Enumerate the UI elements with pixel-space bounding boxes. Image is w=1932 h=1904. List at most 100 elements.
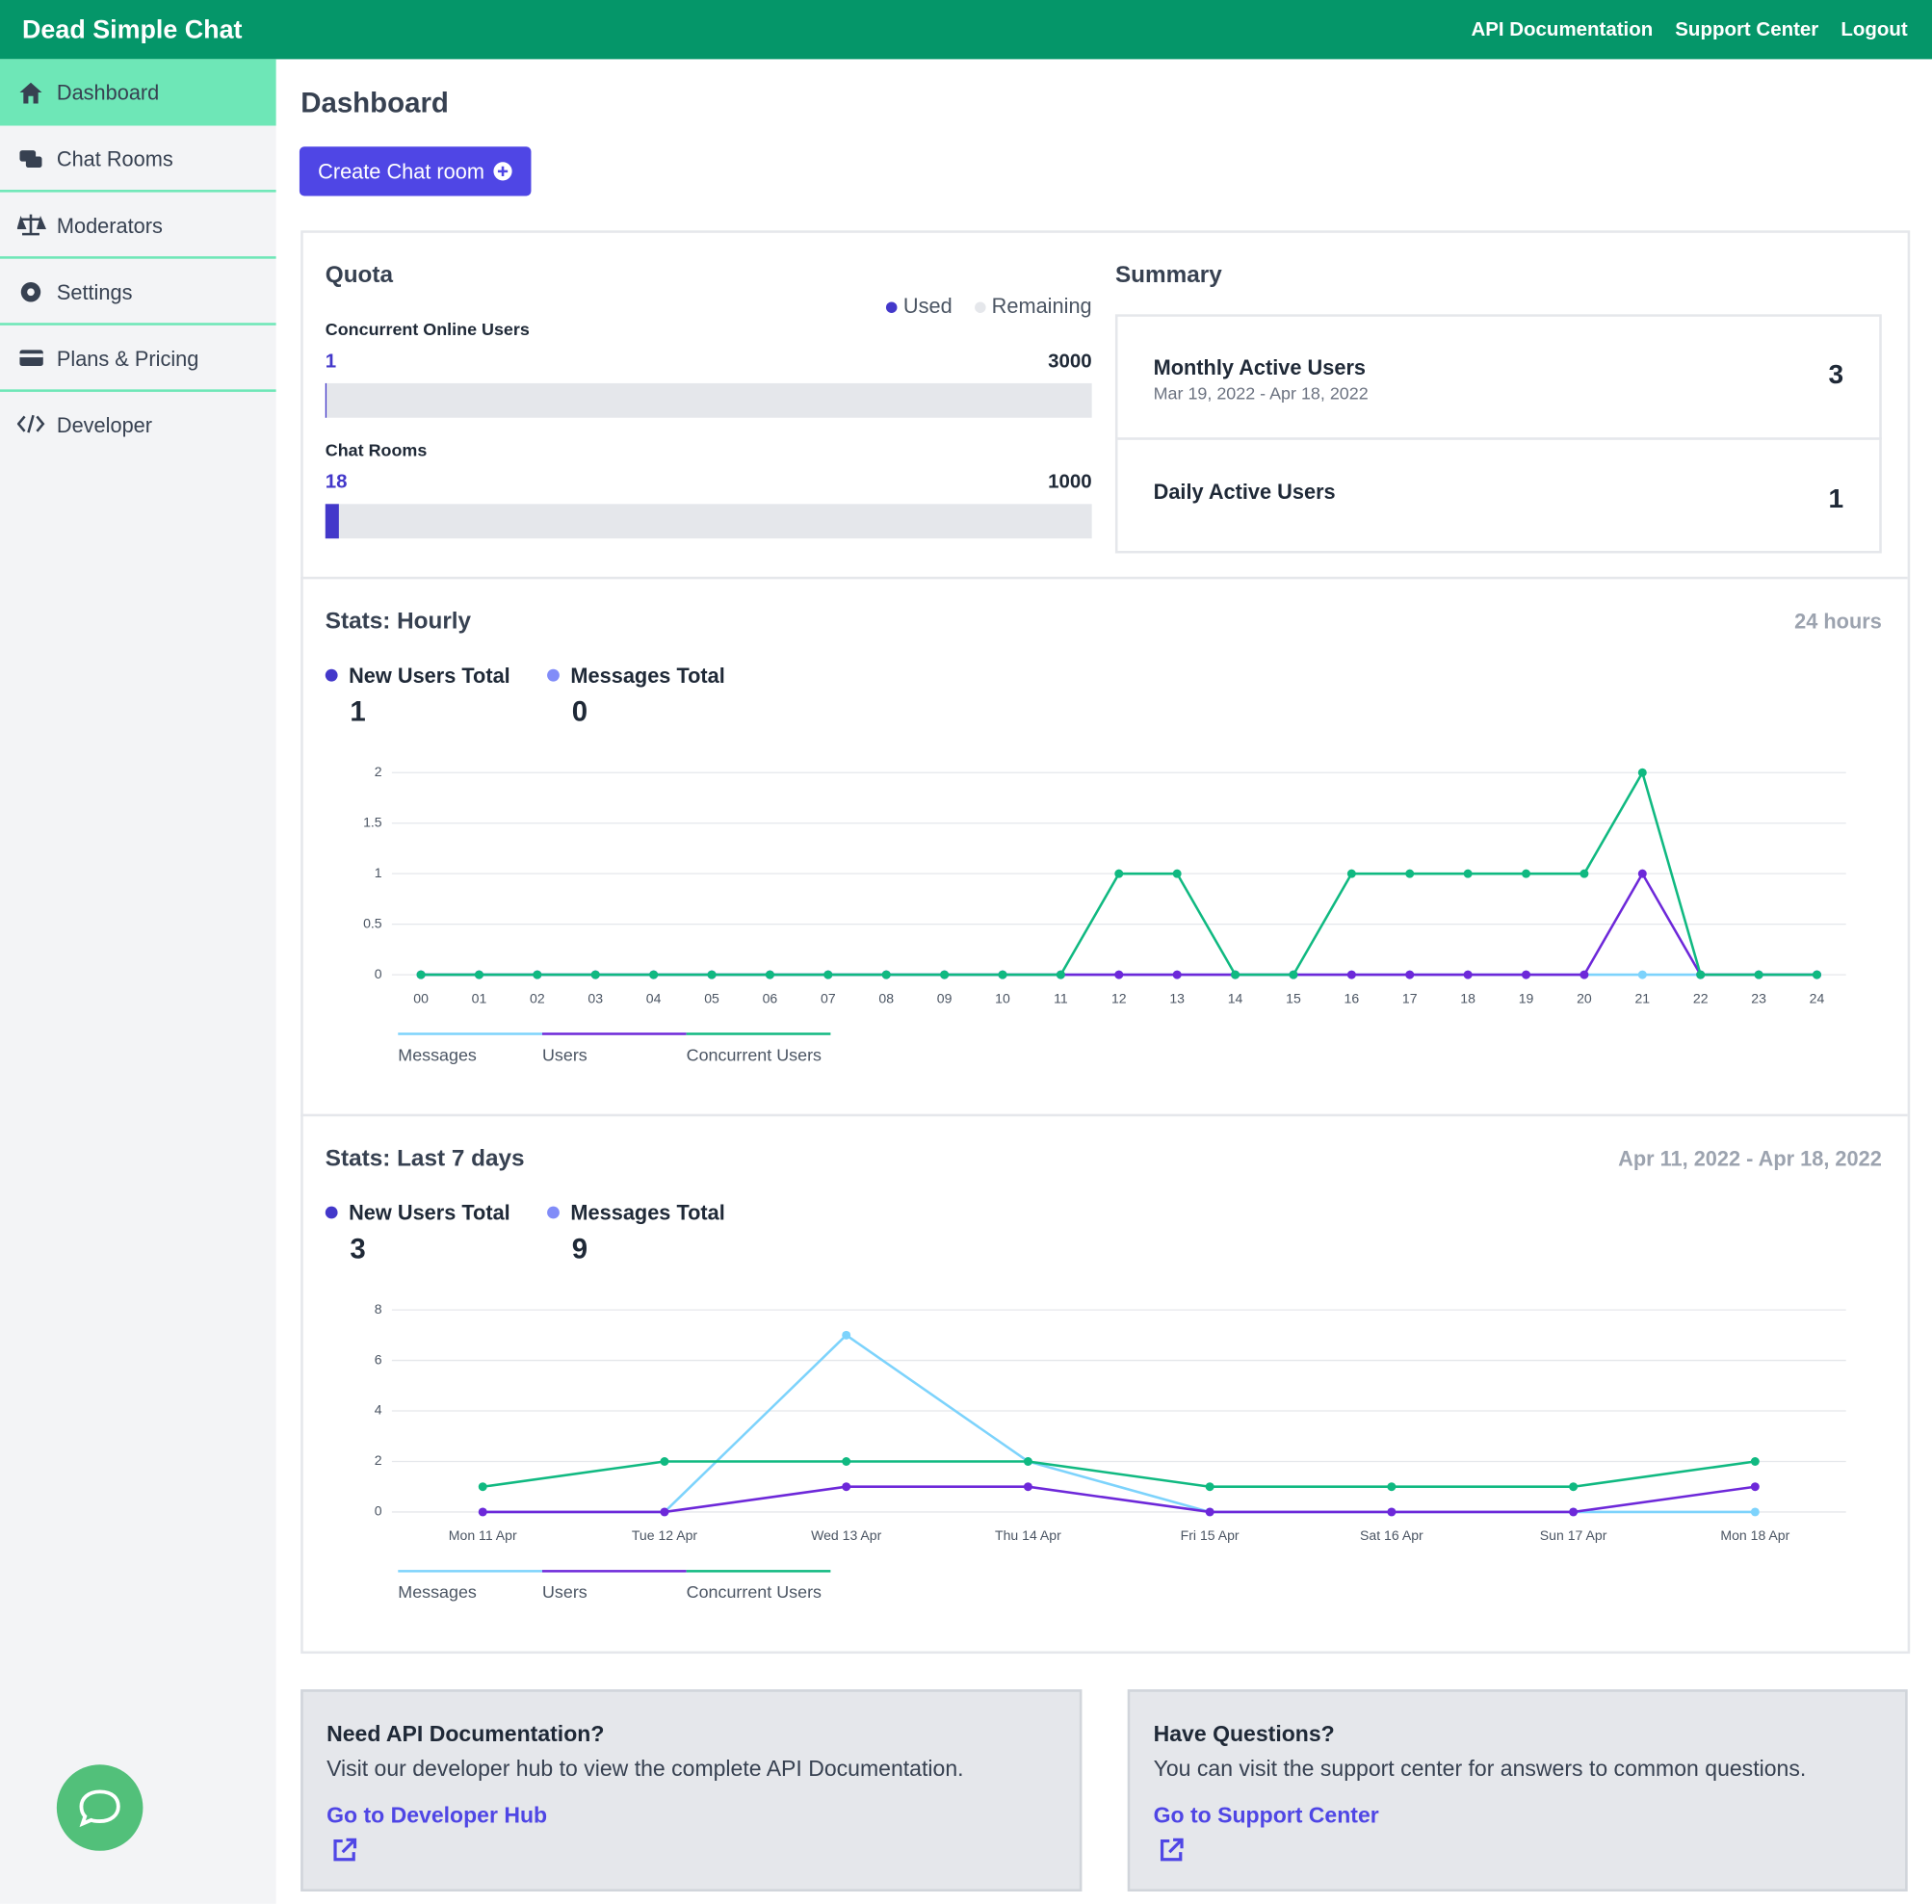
sidebar: Dashboard Chat Rooms Moderators Settings…	[0, 59, 276, 1904]
point	[478, 1482, 487, 1492]
point	[881, 970, 891, 979]
divider	[0, 190, 276, 193]
external-icon	[333, 1838, 357, 1862]
nav-item[interactable]: Moderators	[56, 214, 163, 238]
total-label: Messages Total	[570, 1201, 725, 1225]
nav-link[interactable]: Logout	[1841, 19, 1908, 41]
x-tick-label: 05	[704, 990, 719, 1005]
quota-used: 18	[325, 472, 348, 493]
point	[660, 1507, 669, 1517]
point	[1205, 1507, 1214, 1517]
card-text: Visit our developer hub to view the comp…	[326, 1756, 964, 1781]
x-tick-label: 14	[1228, 990, 1243, 1005]
sidebar-icons	[16, 82, 47, 433]
legend-label: Remaining	[991, 294, 1092, 319]
point	[1637, 869, 1647, 878]
x-tick-label: Fri 15 Apr	[1181, 1527, 1240, 1543]
legend-dot	[325, 1206, 338, 1219]
nav-item[interactable]: Settings	[56, 280, 133, 305]
x-tick-label: 11	[1054, 990, 1068, 1005]
stats-period: Apr 11, 2022 - Apr 18, 2022	[1618, 1147, 1882, 1171]
point	[474, 970, 483, 979]
legend-dot	[325, 668, 338, 682]
create-button[interactable]: Create Chat room	[299, 146, 532, 196]
nav-link[interactable]: API Documentation	[1471, 19, 1654, 41]
point	[1813, 970, 1821, 979]
point	[1522, 869, 1531, 878]
quota-title: Quota	[325, 262, 394, 289]
card-title: Need API Documentation?	[326, 1721, 605, 1747]
point	[1056, 970, 1065, 979]
quota-used: 1	[325, 351, 337, 373]
card-link[interactable]: Go to Support Center	[1153, 1802, 1379, 1828]
card-title: Have Questions?	[1153, 1721, 1335, 1747]
summary-box	[1114, 314, 1882, 554]
x-tick-label: 22	[1693, 990, 1709, 1005]
summary-label: Daily Active Users	[1153, 481, 1336, 505]
quota-bar	[325, 504, 340, 539]
point	[1637, 970, 1647, 979]
nav-item[interactable]: Dashboard	[56, 81, 160, 105]
point	[1750, 1457, 1760, 1466]
x-tick-label: Sat 16 Apr	[1360, 1527, 1423, 1543]
external-icon	[1160, 1838, 1184, 1862]
card-link[interactable]: Go to Developer Hub	[326, 1802, 548, 1828]
nav-link[interactable]: Support Center	[1675, 19, 1819, 41]
legend-label: Concurrent Users	[687, 1582, 822, 1602]
total-value: 0	[571, 694, 588, 727]
point	[842, 1330, 851, 1340]
x-tick-label: 07	[821, 990, 836, 1005]
stats-card	[300, 230, 1911, 1655]
point	[1637, 768, 1647, 777]
legend-dot	[547, 668, 560, 682]
x-tick-label: 02	[530, 990, 545, 1005]
x-tick-label: 23	[1751, 990, 1766, 1005]
brand[interactable]: Dead Simple Chat	[22, 15, 243, 45]
y-tick-label: 0	[375, 1503, 382, 1519]
nav-item[interactable]: Developer	[56, 413, 153, 438]
series-line	[483, 1485, 1756, 1514]
point	[1205, 1482, 1214, 1492]
point	[1580, 869, 1589, 878]
x-tick-label: 24	[1810, 990, 1825, 1005]
point	[1522, 970, 1531, 979]
series-line	[483, 1333, 1756, 1514]
divider	[1114, 437, 1882, 440]
point	[1463, 970, 1473, 979]
point	[1114, 970, 1124, 979]
point	[1750, 1482, 1760, 1492]
legend-label: Messages	[398, 1045, 477, 1064]
point	[1387, 1482, 1397, 1492]
point	[649, 970, 659, 979]
point	[1172, 970, 1182, 979]
total-value: 9	[571, 1232, 588, 1265]
x-tick-label: Mon 11 Apr	[449, 1527, 517, 1543]
x-tick-label: 12	[1111, 990, 1127, 1005]
divider	[0, 323, 276, 326]
total-label: Messages Total	[570, 664, 725, 688]
divider	[0, 256, 276, 259]
legend-item: Remaining	[974, 294, 1092, 320]
x-tick-label: Wed 13 Apr	[811, 1527, 882, 1543]
series-line	[483, 1460, 1756, 1488]
y-tick-label: 4	[375, 1402, 382, 1418]
point	[940, 970, 950, 979]
point	[590, 970, 600, 979]
plus-icon	[493, 162, 512, 181]
nav-item[interactable]: Plans & Pricing	[56, 347, 199, 372]
point	[1569, 1482, 1579, 1492]
point	[707, 970, 717, 979]
chat-icon	[79, 1789, 120, 1828]
point	[842, 1482, 851, 1492]
chat-widget[interactable]	[56, 1764, 144, 1851]
legend-dot	[547, 1206, 560, 1219]
active-item-bg	[0, 59, 276, 126]
nav-item[interactable]: Chat Rooms	[56, 147, 173, 171]
y-tick-label: 2	[375, 764, 382, 779]
stats-period: 24 hours	[1794, 610, 1882, 634]
point	[1463, 869, 1473, 878]
x-tick-label: Thu 14 Apr	[995, 1527, 1061, 1543]
button-label: Create Chat room	[318, 160, 485, 184]
divider	[300, 1113, 1908, 1117]
header: Dead Simple Chat API Documentation Suppo…	[0, 0, 1932, 60]
